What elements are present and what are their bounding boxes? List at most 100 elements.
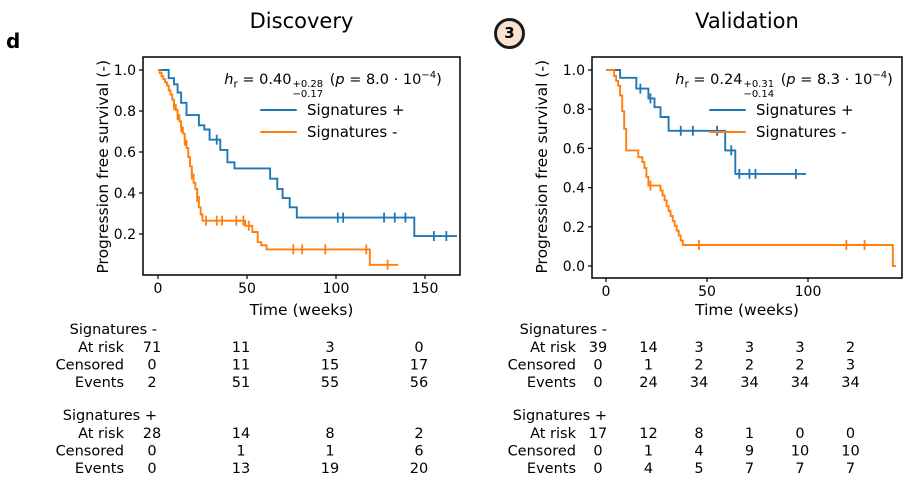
legend-line-minus-icon (260, 130, 297, 134)
x-tick-label: 100 (323, 281, 350, 297)
risk-table-count: 1 (644, 358, 653, 374)
legend-item-signatures-minus: Signatures - (260, 121, 405, 143)
risk-table-count: 19 (321, 461, 339, 477)
risk-table-count: 1 (236, 444, 245, 460)
risk-table-count: 34 (690, 375, 708, 391)
p-close-paren: ) (436, 71, 442, 88)
p-value: = 8.3 · 10 (795, 71, 873, 88)
risk-table-count: 7 (795, 461, 804, 477)
y-tick-label: 0.6 (114, 145, 136, 161)
y-tick-label: 1.0 (563, 63, 585, 79)
risk-table-count: 0 (147, 444, 156, 460)
hr-annotation-discovery: hr = 0.40 +0.28 −0.17 (p = 8.0 · 10−4) (200, 70, 466, 100)
ci-upper: +0.28 (292, 78, 324, 90)
legend-label-minus: Signatures - (756, 123, 847, 141)
risk-table-count: 10 (841, 444, 859, 460)
risk-table-count: 0 (795, 426, 804, 442)
legend-validation: Signatures + Signatures - (709, 99, 854, 143)
risk-table-count: 6 (414, 444, 423, 460)
risk-table-count: 0 (593, 461, 602, 477)
legend-item-signatures-minus: Signatures - (709, 121, 854, 143)
risk-table-count: 13 (232, 461, 250, 477)
y-tick-label: 0.6 (563, 141, 585, 157)
risk-table-count: 3 (745, 340, 754, 356)
risk-table-row-label: Events (75, 375, 124, 391)
x-axis-label-validation: Time (weeks) (695, 301, 799, 319)
x-tick-label: 0 (602, 284, 611, 300)
risk-table-count: 8 (325, 426, 334, 442)
risk-table-count: 3 (846, 358, 855, 374)
ci-lower: −0.14 (743, 89, 775, 101)
step-3-badge: 3 (494, 18, 525, 49)
risk-table-row-label: Censored (508, 444, 576, 460)
risk-table-count: 14 (639, 340, 657, 356)
risk-table-count: 56 (410, 375, 428, 391)
risk-table-count: 1 (745, 426, 754, 442)
legend-line-plus-icon (709, 108, 746, 112)
risk-table-row-label: Events (527, 375, 576, 391)
risk-table-count: 2 (414, 426, 423, 442)
legend-label-minus: Signatures - (307, 123, 398, 141)
y-axis-label-discovery: Progression free survival (-) (92, 57, 114, 276)
p-symbol: p (335, 71, 345, 88)
risk-table-row-label: Censored (56, 358, 124, 374)
plot-frame (591, 56, 903, 279)
km-curve-signatures-plus (606, 69, 806, 175)
risk-table-count: 0 (593, 358, 602, 374)
y-tick-label: 0.0 (563, 259, 585, 275)
risk-table-count: 10 (791, 444, 809, 460)
km-curve-signatures-plus (158, 69, 457, 238)
risk-table-count: 2 (147, 375, 156, 391)
risk-table-group-name: Signatures - (520, 322, 607, 338)
legend-item-signatures-plus: Signatures + (260, 99, 405, 121)
legend-label-plus: Signatures + (756, 101, 854, 119)
x-tick-label: 150 (412, 281, 439, 297)
hr-confidence-interval: +0.31 −0.14 (743, 79, 775, 101)
risk-table-count: 4 (694, 444, 703, 460)
risk-table-count: 34 (791, 375, 809, 391)
risk-table-count: 0 (846, 426, 855, 442)
risk-table-count: 2 (795, 358, 804, 374)
x-tick-label: 100 (795, 284, 822, 300)
hr-value: = 0.40 (237, 71, 292, 88)
legend-label-plus: Signatures + (307, 101, 405, 119)
y-axis-label-text: Progression free survival (-) (94, 59, 112, 274)
p-value: = 8.0 · 10 (344, 71, 422, 88)
legend-line-minus-icon (709, 130, 746, 134)
risk-table-count: 7 (846, 461, 855, 477)
legend-line-plus-icon (260, 108, 297, 112)
y-tick-label: 0.4 (563, 181, 585, 197)
p-symbol: p (786, 71, 796, 88)
risk-table-count: 0 (593, 375, 602, 391)
panel-title-discovery: Discovery (249, 9, 354, 33)
y-tick-label: 0.4 (114, 186, 136, 202)
hr-value: = 0.24 (688, 71, 743, 88)
risk-table-count: 1 (325, 444, 334, 460)
hr-symbol: h (224, 71, 234, 88)
risk-table-count: 34 (740, 375, 758, 391)
risk-table-count: 24 (639, 375, 657, 391)
y-tick-label: 0.8 (563, 102, 585, 118)
legend-item-signatures-plus: Signatures + (709, 99, 854, 121)
risk-table-count: 17 (410, 358, 428, 374)
risk-table-count: 14 (232, 426, 250, 442)
hr-annotation-validation: hr = 0.24 +0.31 −0.14 (p = 8.3 · 10−4) (651, 70, 917, 100)
y-tick-label: 0.2 (114, 227, 136, 243)
risk-table-count: 2 (846, 340, 855, 356)
risk-table-row-label: At risk (530, 426, 577, 442)
risk-table-count: 0 (147, 461, 156, 477)
risk-table-group-name: Signatures + (513, 408, 607, 424)
risk-table-row-label: At risk (78, 426, 125, 442)
risk-table-count: 0 (593, 444, 602, 460)
risk-table-count: 5 (694, 461, 703, 477)
p-exponent: −4 (421, 70, 437, 81)
x-tick-label: 50 (238, 281, 256, 297)
x-tick-label: 50 (698, 284, 716, 300)
risk-table-count: 20 (410, 461, 428, 477)
hr-subscript: r (233, 78, 238, 91)
risk-table-count: 12 (639, 426, 657, 442)
risk-table-count: 2 (694, 358, 703, 374)
risk-table-count: 51 (232, 375, 250, 391)
